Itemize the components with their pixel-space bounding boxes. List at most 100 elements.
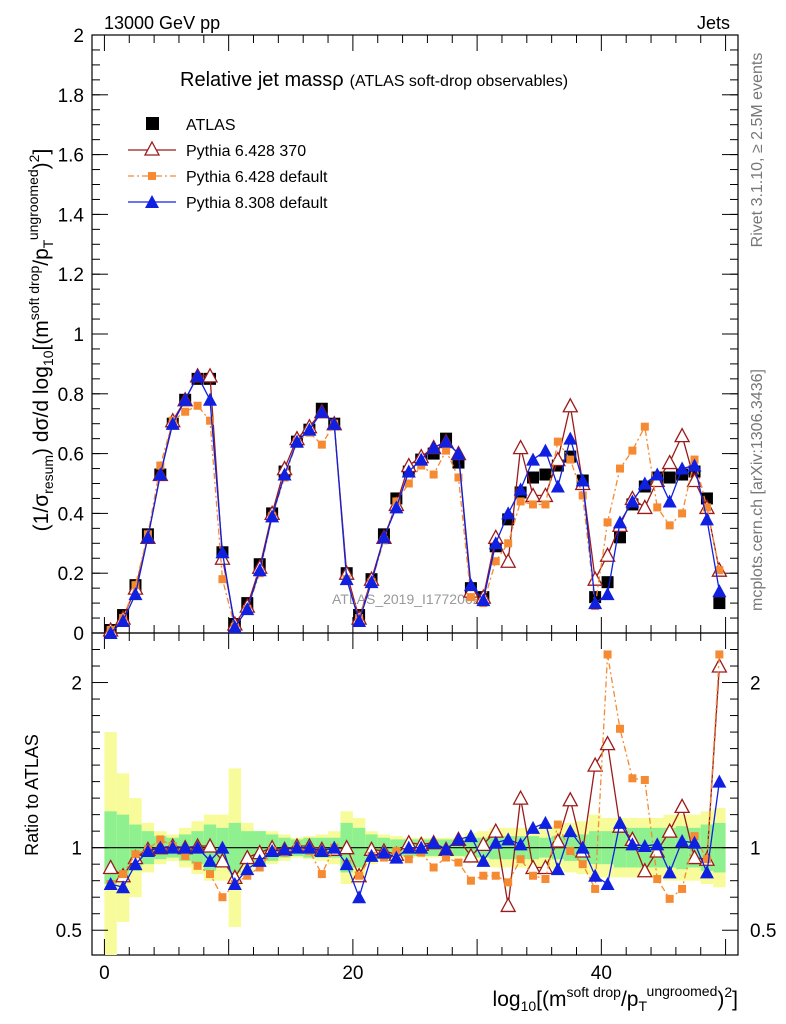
ratio-point [463, 829, 478, 843]
main-point [600, 587, 615, 601]
main-point [529, 500, 538, 509]
legend-label-p6-default: Pythia 6.428 default [186, 169, 328, 186]
legend-label-p8: Pythia 8.308 default [186, 195, 328, 212]
main-point [153, 467, 168, 481]
ratio-point [653, 875, 662, 884]
ratio-point [193, 861, 202, 870]
ratio-point [600, 876, 615, 890]
main-point [426, 440, 441, 454]
ratio-point [102, 859, 119, 875]
ratio-point [327, 840, 342, 854]
main-point [613, 531, 626, 544]
main-point [675, 461, 690, 475]
main-point [314, 404, 329, 418]
ratio-plot-frame [91, 632, 739, 956]
rivet-label: Rivet 3.1.10, ≥ 2.5M events [749, 53, 766, 248]
ratio-series [102, 650, 728, 913]
ratio-point [699, 865, 714, 879]
ratio-point [466, 876, 475, 885]
ratio-point [181, 851, 190, 860]
main-ytick-label: 0 [73, 624, 84, 645]
main-point [193, 401, 202, 410]
ratio-point [338, 839, 355, 855]
ratio-point [317, 870, 326, 879]
main-point [526, 452, 541, 466]
main-point [317, 440, 326, 449]
legend-marker-p6-370 [143, 140, 161, 156]
ratio-point [603, 650, 612, 659]
main-ytick-label: 0.2 [58, 564, 84, 585]
ratio-point [289, 840, 304, 854]
main-point [218, 575, 227, 584]
main-ytick-label: 1.6 [58, 146, 84, 167]
ratio-point [454, 858, 463, 867]
ratio-point [588, 868, 603, 882]
ratio-point [277, 842, 292, 856]
ratio-point [255, 863, 264, 872]
main-point [302, 422, 317, 436]
ratio-point [526, 820, 541, 834]
ratio-point [665, 894, 674, 903]
ratio-point [203, 853, 218, 867]
ratio-point [711, 657, 728, 673]
legend: ATLAS Pythia 6.428 370 Pythia 6.428 defa… [128, 117, 328, 212]
ratio-point [165, 840, 180, 854]
ratio-point [206, 870, 215, 879]
ratio-point [429, 863, 438, 872]
ratio-ytick-label: 2 [71, 674, 82, 695]
legend-marker-p6-default [148, 172, 156, 180]
main-point [215, 545, 230, 559]
main-point [665, 521, 674, 530]
xlabel: log10[(msoft drop/pTungroomed)2] [493, 983, 738, 1014]
main-ytick-label: 1.8 [58, 86, 84, 107]
main-point [512, 439, 529, 455]
main-point [516, 497, 525, 506]
main-point [476, 593, 491, 607]
main-point [206, 416, 215, 425]
main-point [588, 596, 603, 610]
ratio-point [426, 835, 441, 849]
ratio-point [501, 832, 516, 846]
main-ytick-label: 2 [73, 26, 84, 47]
main-point [575, 473, 590, 487]
ratio-point [355, 871, 364, 880]
main-point [637, 476, 652, 490]
legend-marker-atlas [146, 117, 159, 130]
ratio-point [587, 756, 604, 772]
ratio-point [462, 847, 479, 863]
legend-label-atlas: ATLAS [186, 117, 236, 134]
main-point [501, 506, 516, 520]
xtick-label: 20 [342, 963, 363, 984]
main-point [653, 503, 662, 512]
ratio-point [439, 842, 454, 856]
main-point [636, 499, 653, 515]
ratio-point [476, 853, 491, 867]
main-point [252, 563, 267, 577]
main-point [578, 491, 587, 500]
ratio-point [414, 840, 429, 854]
ratio-point [500, 897, 517, 913]
main-point [628, 446, 637, 455]
ratio-series-2 [103, 774, 727, 904]
ratio-point [128, 857, 143, 871]
ratio-point [529, 871, 538, 880]
ratio-point [214, 852, 231, 868]
main-point [454, 473, 463, 482]
main-point [504, 539, 513, 548]
ratio-point [243, 871, 252, 880]
ratio-point [637, 839, 652, 853]
ratio-point [227, 876, 242, 890]
main-point [128, 587, 143, 601]
ratio-point [661, 822, 678, 838]
main-point [553, 437, 562, 446]
main-point [156, 461, 165, 470]
main-point [674, 427, 691, 443]
ratio-point [218, 893, 227, 902]
main-point [488, 536, 503, 550]
ratio-point [516, 855, 525, 864]
main-point [116, 614, 131, 628]
ratio-point [491, 871, 500, 880]
ratio-point [475, 835, 492, 852]
main-point [615, 464, 624, 473]
